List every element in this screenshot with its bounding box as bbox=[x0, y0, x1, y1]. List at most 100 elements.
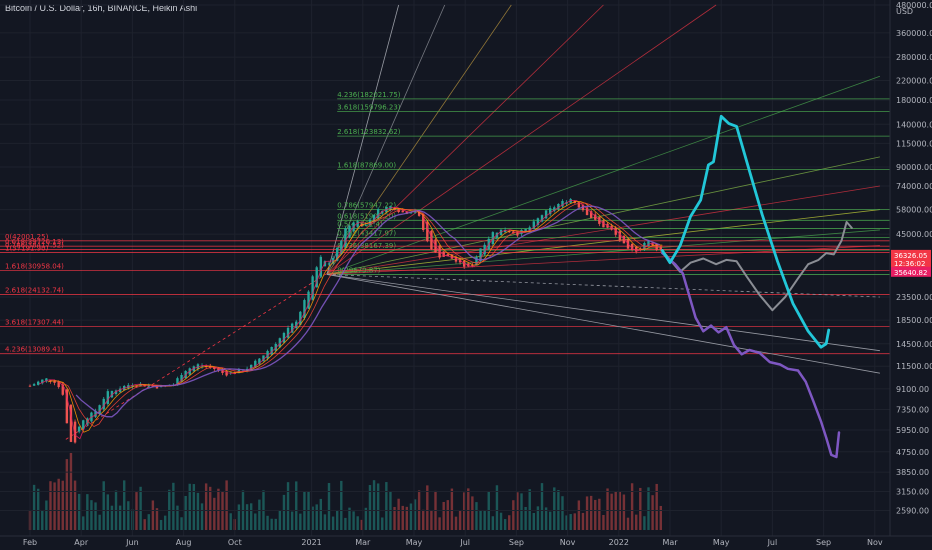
volume-bar bbox=[475, 502, 478, 530]
grid-lines bbox=[0, 0, 890, 536]
volume-bar bbox=[557, 489, 560, 530]
fib-level-label: 0.382(43417.97) bbox=[337, 230, 396, 238]
volume-bar bbox=[229, 513, 232, 530]
y-tick-label: 180000.00 bbox=[896, 96, 932, 105]
volume-bar bbox=[102, 481, 105, 530]
candle-body bbox=[53, 380, 56, 383]
y-tick-label: 4750.00 bbox=[896, 448, 929, 457]
candle-body bbox=[516, 232, 519, 236]
candle-body bbox=[483, 244, 486, 255]
volume-bar bbox=[192, 484, 196, 530]
volume-bar bbox=[127, 501, 130, 530]
volume-bar bbox=[344, 517, 347, 530]
volume-bar bbox=[651, 495, 654, 530]
y-tick-label: 5950.00 bbox=[896, 426, 929, 435]
volume-bar bbox=[61, 480, 64, 530]
volume-bar bbox=[73, 480, 77, 530]
candle-body bbox=[532, 221, 536, 229]
volume-bar bbox=[348, 507, 351, 530]
candle-body bbox=[131, 385, 134, 387]
candle-body bbox=[430, 230, 433, 250]
volume-bar bbox=[524, 506, 527, 530]
volume-bar bbox=[118, 505, 122, 530]
volume-bar bbox=[491, 516, 495, 530]
volume-bar bbox=[151, 500, 155, 530]
candle-body bbox=[147, 385, 150, 387]
y-tick-label: 2590.00 bbox=[896, 507, 929, 516]
volume-bar bbox=[503, 519, 507, 530]
volume-bar bbox=[53, 482, 56, 530]
candle-body bbox=[290, 323, 294, 333]
volume-bar bbox=[299, 513, 302, 530]
volume-bar bbox=[270, 518, 273, 530]
candle-body bbox=[614, 227, 617, 235]
candle-body bbox=[467, 263, 470, 267]
volume-bar bbox=[180, 517, 183, 530]
volume-bar bbox=[290, 511, 294, 530]
moving-average-line bbox=[75, 205, 661, 418]
fan-line bbox=[326, 4, 604, 275]
y-tick-label: 14500.00 bbox=[896, 340, 932, 349]
volume-bar bbox=[569, 514, 572, 530]
x-tick-label: Jul bbox=[459, 538, 470, 547]
candle-body bbox=[524, 228, 527, 232]
volume-bar bbox=[659, 505, 662, 530]
candle-body bbox=[475, 256, 478, 266]
candle-body bbox=[471, 265, 474, 267]
candle-body bbox=[512, 231, 515, 234]
volume-bar bbox=[422, 509, 425, 530]
y-tick-label: 115000.00 bbox=[896, 139, 932, 148]
candle-body bbox=[499, 229, 503, 236]
trend-line bbox=[326, 274, 880, 352]
price-label-box bbox=[891, 266, 931, 277]
volume-bar bbox=[90, 500, 93, 530]
x-tick-label: Jul bbox=[767, 538, 778, 547]
volume-bar bbox=[36, 488, 40, 530]
volume-bar bbox=[626, 517, 630, 530]
candle-body bbox=[553, 207, 556, 212]
candle-body bbox=[364, 224, 368, 226]
candle-body bbox=[307, 291, 310, 309]
fib-level-label: 4.236(182021.75) bbox=[337, 91, 401, 99]
volume-bar bbox=[393, 506, 396, 530]
candle-body bbox=[594, 214, 597, 220]
volume-bar bbox=[176, 505, 179, 530]
fib-level-label: 4.236(13089.41) bbox=[5, 346, 64, 354]
candle-body bbox=[417, 211, 421, 216]
volume-bar bbox=[622, 494, 626, 530]
volume-bar bbox=[184, 495, 187, 530]
volume-bar bbox=[639, 487, 642, 530]
candle-body bbox=[102, 398, 105, 410]
volume-bar bbox=[430, 511, 433, 530]
volume-bar bbox=[123, 480, 126, 530]
x-tick-label: Sep bbox=[816, 538, 831, 547]
candle-body bbox=[270, 347, 273, 355]
y-axis-unit: USD bbox=[896, 7, 913, 16]
volume-bar bbox=[196, 492, 200, 530]
volume-bar bbox=[249, 503, 253, 530]
x-tick-label: Sep bbox=[509, 538, 524, 547]
x-tick-label: Jun bbox=[125, 538, 139, 547]
volume-bar bbox=[286, 482, 290, 530]
candle-body bbox=[602, 220, 605, 228]
candle-body bbox=[340, 240, 343, 255]
volume-bar bbox=[385, 482, 388, 530]
volume-bar bbox=[368, 485, 372, 530]
volume-bar bbox=[544, 507, 548, 530]
volume-bar bbox=[409, 503, 413, 530]
y-tick-label: 280000.00 bbox=[896, 53, 932, 62]
volume-bar bbox=[454, 516, 458, 530]
chart-title: Bitcoin / U.S. Dollar, 16h, BINANCE, Hei… bbox=[5, 3, 198, 13]
fib-fan-lines bbox=[326, 4, 881, 275]
volume-bar bbox=[516, 492, 519, 530]
y-tick-label: 360000.00 bbox=[896, 29, 932, 38]
candle-body bbox=[348, 225, 351, 238]
volume-bar bbox=[405, 506, 409, 530]
volume-bar bbox=[536, 506, 540, 530]
candle-body bbox=[98, 405, 101, 414]
projection-cyan-line bbox=[660, 114, 831, 349]
y-tick-label: 7350.00 bbox=[896, 406, 929, 415]
price-label-text: 36326.05 bbox=[894, 252, 927, 260]
candle-body bbox=[557, 203, 560, 210]
